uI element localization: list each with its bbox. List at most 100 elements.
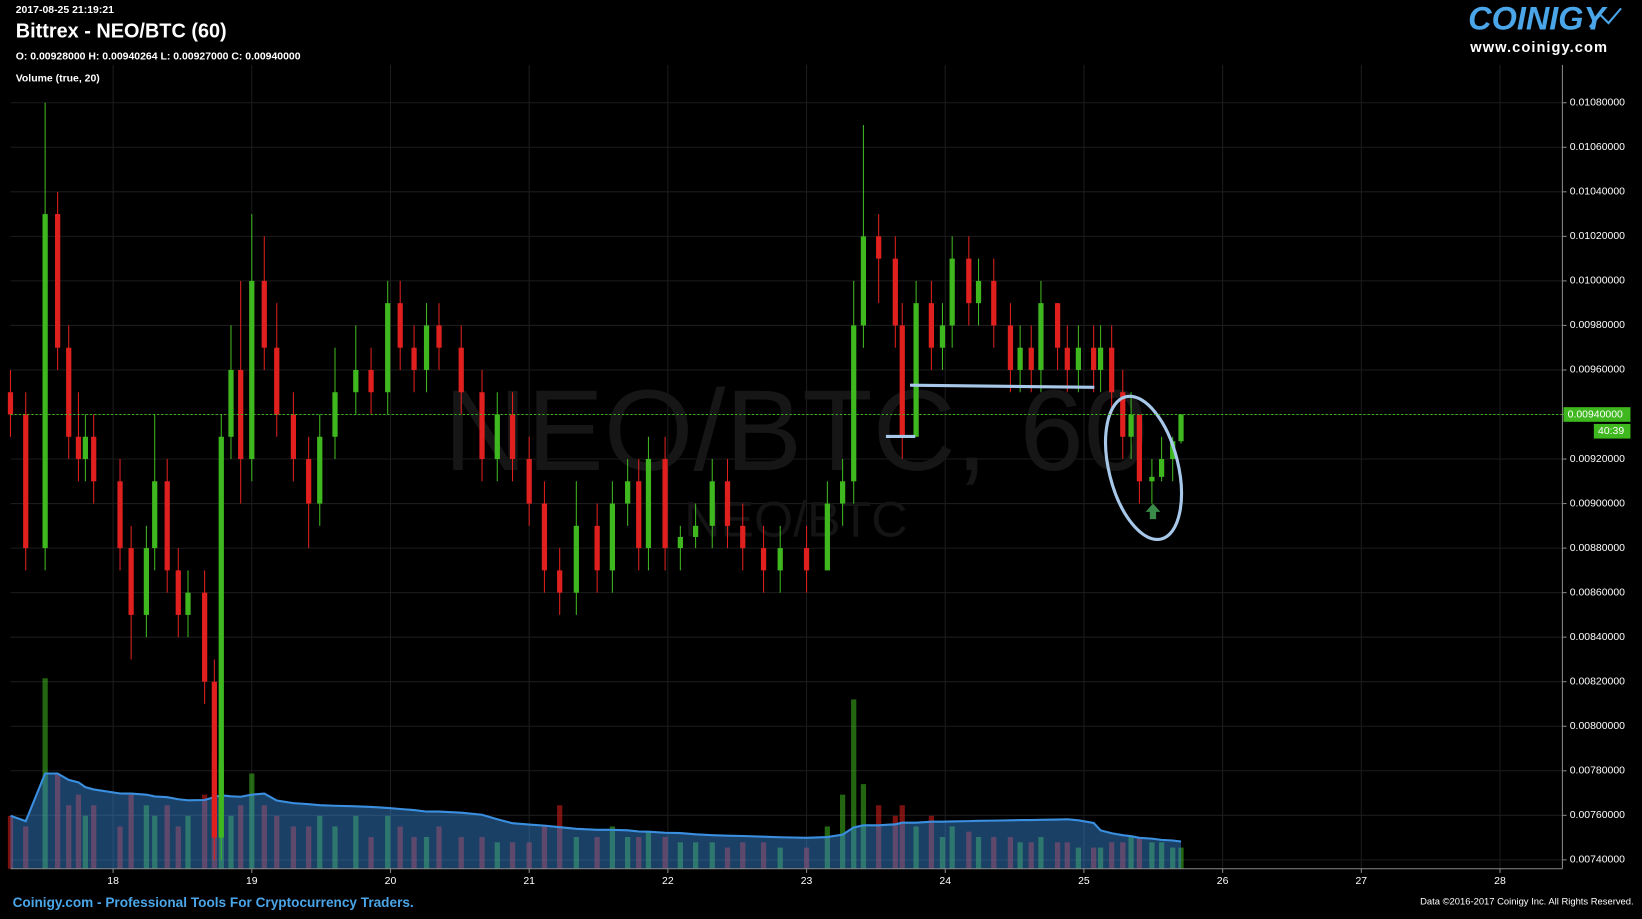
candle-body: [892, 258, 898, 326]
volume-bar: [991, 837, 997, 869]
candle-body: [949, 258, 955, 326]
candle-body: [66, 347, 72, 437]
volume-bar: [423, 837, 430, 869]
y-tick-label: 0.00760000: [1570, 810, 1625, 821]
candle-body: [1178, 414, 1184, 442]
volume-bar: [494, 842, 500, 869]
candle-body: [7, 392, 14, 415]
watermark-sub: NEO/BTC: [684, 492, 907, 548]
candle-body: [1054, 303, 1061, 348]
candle-body: [1109, 347, 1115, 393]
volume-bar: [185, 815, 191, 869]
y-tick-label: 0.01080000: [1570, 98, 1625, 109]
candle-body: [1149, 476, 1155, 482]
y-tick-label: 0.01040000: [1570, 187, 1625, 198]
candle-body: [1007, 325, 1014, 370]
logo: COINIGY: [1468, 1, 1608, 37]
candle-body: [1097, 347, 1104, 370]
candle-body: [609, 503, 616, 571]
volume-bar: [1128, 837, 1134, 869]
volume-bar: [368, 837, 374, 869]
candle-body: [423, 325, 430, 370]
candle-body: [677, 536, 683, 549]
volume-bar: [228, 815, 234, 869]
y-tick-label: 0.00740000: [1570, 855, 1625, 866]
volume-bar: [1136, 837, 1143, 869]
volume-bar: [913, 826, 919, 869]
candle-body: [526, 459, 532, 504]
candle-body: [851, 325, 857, 482]
volume-bar: [1178, 847, 1184, 869]
x-tick-label: 28: [1494, 876, 1506, 887]
volume-bar: [332, 826, 338, 869]
volume-ma-area: [10, 773, 1182, 869]
x-tick-label: 27: [1355, 876, 1367, 887]
x-tick-label: 18: [107, 876, 119, 887]
volume-bar: [75, 794, 82, 869]
candle-body: [494, 414, 500, 460]
candle-body: [117, 481, 123, 549]
logo-url: www.coinigy.com: [1469, 40, 1608, 56]
candle-body: [928, 303, 934, 348]
candle-body: [645, 459, 652, 549]
watermark: NEO/BTC, 60: [444, 367, 1148, 495]
y-tick-label: 0.00880000: [1570, 543, 1625, 554]
volume-bar: [1038, 837, 1044, 869]
candle-body: [939, 325, 946, 348]
arrow-up: [1145, 503, 1161, 520]
candle-body: [82, 436, 88, 460]
candle-body: [143, 548, 150, 615]
candle-body: [557, 570, 563, 593]
annotations: [885, 383, 1184, 542]
candle-body: [91, 436, 97, 482]
volume-bar: [573, 837, 579, 869]
volume-bar: [949, 826, 955, 869]
volume-bar: [23, 826, 29, 869]
volume-bar: [662, 837, 668, 869]
y-tick-label: 0.00840000: [1570, 632, 1625, 643]
candle-body: [966, 258, 972, 304]
candle-body: [175, 570, 181, 615]
candle-body: [740, 525, 746, 549]
volume-bar: [709, 842, 715, 869]
candle-body: [152, 481, 158, 549]
volume-bar: [966, 831, 972, 869]
volume-bar: [677, 842, 683, 869]
countdown: 40:39: [1598, 426, 1624, 437]
volume-bar: [1158, 842, 1165, 869]
volume-bar: [7, 815, 14, 869]
volume-bar: [851, 699, 857, 869]
candle-body: [913, 303, 919, 437]
volume-bar: [1007, 837, 1014, 869]
candle-body: [185, 592, 191, 615]
volume-bar: [436, 826, 442, 869]
chart-title: Bittrex - NEO/BTC (60): [16, 21, 227, 43]
support-line: [909, 383, 1095, 389]
volume-bar: [1028, 842, 1034, 869]
volume-bar: [385, 815, 391, 869]
volume-bar: [824, 826, 830, 869]
candle-body: [353, 369, 359, 393]
volume-bar: [1170, 847, 1176, 869]
y-tick-label: 0.01060000: [1570, 142, 1625, 153]
candle-body: [1028, 347, 1034, 370]
volume-bar: [760, 842, 767, 869]
candle-body: [1091, 347, 1097, 370]
candle-body: [860, 236, 867, 326]
volume-bar: [928, 815, 934, 869]
volume-bar: [636, 837, 642, 869]
volume-bar: [609, 826, 616, 869]
x-tick-label: 26: [1217, 876, 1229, 887]
volume-bar: [1097, 847, 1104, 869]
x-tick-label: 23: [801, 876, 813, 887]
candle-body: [290, 414, 297, 460]
candle-body: [594, 525, 600, 571]
candle-body: [458, 347, 464, 393]
volume-bar: [594, 837, 600, 869]
x-tick-label: 25: [1078, 876, 1090, 887]
volume-bar: [164, 805, 170, 869]
x-tick-label: 24: [939, 876, 951, 887]
circle-annotation: [1104, 394, 1184, 542]
volume-bar: [1091, 847, 1097, 869]
